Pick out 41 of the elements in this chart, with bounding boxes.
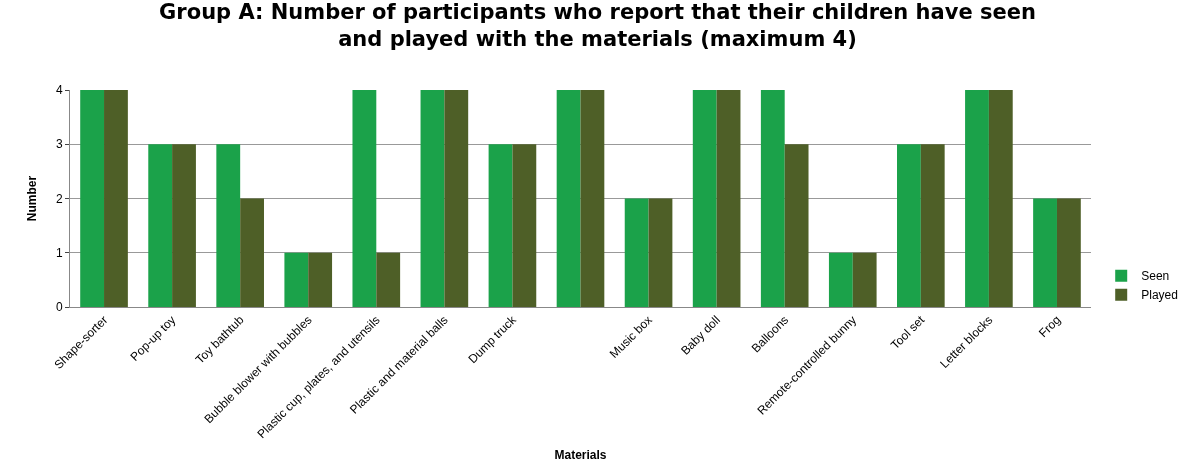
bar <box>352 90 377 307</box>
y-tick-label: 2 <box>55 191 63 206</box>
y-tick-label: 4 <box>55 83 63 98</box>
bar <box>104 90 128 307</box>
bar <box>716 90 741 307</box>
x-tick-label: Tool set <box>888 312 928 353</box>
bar <box>376 252 401 307</box>
bar <box>897 144 921 307</box>
bar <box>420 90 445 307</box>
bar <box>624 198 649 307</box>
bar <box>1056 198 1081 307</box>
bar <box>988 90 1013 307</box>
bar <box>1033 198 1057 307</box>
bar <box>828 252 853 307</box>
bar <box>580 90 605 307</box>
y-tick-label: 3 <box>55 137 63 152</box>
bar <box>556 90 581 307</box>
bar <box>80 90 105 307</box>
y-tick-label: 1 <box>55 245 63 260</box>
bar <box>488 144 513 307</box>
bar <box>692 90 717 307</box>
bar <box>852 252 877 307</box>
bar <box>240 198 264 307</box>
bar <box>965 90 989 307</box>
bar <box>284 252 309 307</box>
y-axis-title: Number <box>25 175 39 222</box>
bar <box>648 198 673 307</box>
bar <box>308 252 333 307</box>
bar <box>172 144 196 307</box>
bar <box>512 144 537 307</box>
chart-title: Group A: Number of participants who report that their children have seen and played with the materials (maximum 4) <box>159 0 1036 52</box>
bar <box>216 144 241 307</box>
bar <box>148 144 173 307</box>
bar <box>444 90 469 307</box>
bar <box>920 144 945 307</box>
y-tick-label: 0 <box>55 300 63 315</box>
legend-label: Played <box>1141 288 1178 303</box>
bar <box>760 90 785 307</box>
legend-label: Seen <box>1141 269 1170 284</box>
bar <box>784 144 809 307</box>
x-axis-title: Materials <box>554 448 607 463</box>
